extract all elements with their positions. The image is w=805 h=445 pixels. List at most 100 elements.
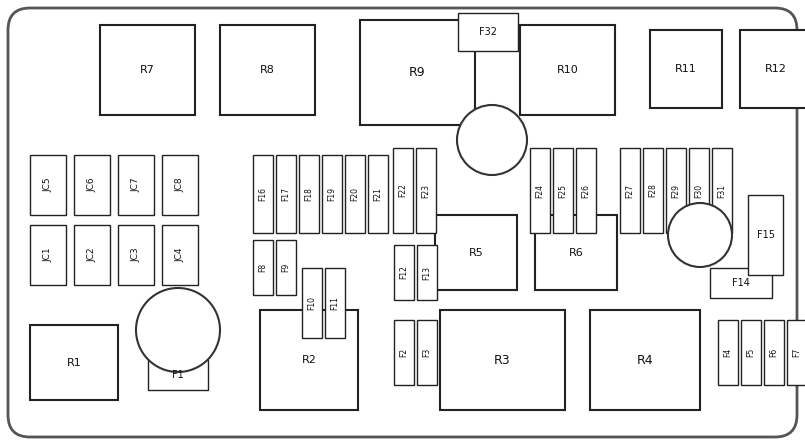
Text: JC7: JC7: [131, 178, 141, 192]
Circle shape: [457, 105, 527, 175]
Bar: [417, 245, 437, 300]
Bar: [576, 148, 596, 233]
Text: F11: F11: [331, 296, 340, 310]
Text: R11: R11: [675, 64, 697, 74]
Text: F28: F28: [649, 183, 658, 198]
Text: F20: F20: [350, 187, 360, 201]
Text: F8: F8: [258, 263, 267, 272]
Bar: [712, 148, 732, 233]
Bar: [535, 215, 617, 290]
Bar: [325, 268, 345, 338]
Text: R9: R9: [409, 66, 426, 79]
Text: F10: F10: [308, 296, 316, 310]
Text: F21: F21: [374, 187, 382, 201]
Bar: [741, 320, 761, 385]
Text: JC6: JC6: [88, 178, 97, 192]
Bar: [276, 155, 296, 233]
Text: JC2: JC2: [88, 248, 97, 262]
Text: JC3: JC3: [131, 248, 141, 262]
Text: F1: F1: [172, 370, 184, 380]
Text: F6: F6: [770, 348, 778, 357]
Bar: [118, 155, 154, 215]
Text: F32: F32: [479, 27, 497, 37]
Text: R10: R10: [556, 65, 578, 75]
Bar: [276, 240, 296, 295]
Text: F13: F13: [423, 266, 431, 279]
Text: F26: F26: [581, 183, 591, 198]
Bar: [74, 225, 110, 285]
Bar: [253, 240, 273, 295]
Text: F7: F7: [792, 348, 802, 357]
FancyBboxPatch shape: [8, 8, 797, 437]
Bar: [148, 360, 208, 390]
Text: JC5: JC5: [43, 178, 52, 192]
Bar: [368, 155, 388, 233]
Bar: [620, 148, 640, 233]
Text: F16: F16: [258, 187, 267, 201]
Bar: [458, 13, 518, 51]
Text: F14: F14: [732, 278, 750, 288]
Text: F5: F5: [746, 348, 756, 357]
Text: R8: R8: [260, 65, 275, 75]
Bar: [416, 148, 436, 233]
Text: JC4: JC4: [175, 248, 184, 262]
Bar: [394, 320, 414, 385]
Text: F22: F22: [398, 183, 407, 198]
Bar: [530, 148, 550, 233]
Text: R5: R5: [469, 247, 483, 258]
Text: F30: F30: [695, 183, 704, 198]
Bar: [748, 195, 783, 275]
Bar: [322, 155, 342, 233]
Bar: [590, 310, 700, 410]
Bar: [360, 20, 475, 125]
Circle shape: [668, 203, 732, 267]
Text: F19: F19: [328, 187, 336, 201]
Bar: [710, 268, 772, 298]
Text: F29: F29: [671, 183, 680, 198]
Bar: [345, 155, 365, 233]
Text: F17: F17: [282, 187, 291, 201]
Bar: [435, 215, 517, 290]
Text: JC8: JC8: [175, 178, 184, 192]
Bar: [394, 245, 414, 300]
Bar: [162, 225, 198, 285]
Bar: [417, 320, 437, 385]
Bar: [100, 25, 195, 115]
Text: F2: F2: [399, 348, 408, 357]
Bar: [220, 25, 315, 115]
Bar: [299, 155, 319, 233]
Text: R1: R1: [67, 357, 81, 368]
Text: R3: R3: [494, 353, 511, 367]
Text: F23: F23: [422, 183, 431, 198]
Bar: [650, 30, 722, 108]
Bar: [30, 325, 118, 400]
Text: F3: F3: [423, 348, 431, 357]
Bar: [643, 148, 663, 233]
Bar: [520, 25, 615, 115]
Bar: [302, 268, 322, 338]
Text: R12: R12: [765, 64, 787, 74]
Bar: [718, 320, 738, 385]
Bar: [162, 155, 198, 215]
Bar: [787, 320, 805, 385]
Text: R4: R4: [637, 353, 654, 367]
Text: F31: F31: [717, 183, 726, 198]
Circle shape: [136, 288, 220, 372]
Bar: [253, 155, 273, 233]
Bar: [74, 155, 110, 215]
Bar: [393, 148, 413, 233]
Bar: [740, 30, 805, 108]
Text: F18: F18: [304, 187, 313, 201]
Text: F25: F25: [559, 183, 568, 198]
Bar: [764, 320, 784, 385]
Bar: [260, 310, 358, 410]
Text: R6: R6: [568, 247, 584, 258]
Bar: [440, 310, 565, 410]
Text: F24: F24: [535, 183, 544, 198]
Text: F27: F27: [625, 183, 634, 198]
Text: R7: R7: [140, 65, 155, 75]
Text: F9: F9: [282, 263, 291, 272]
Bar: [30, 155, 66, 215]
Text: F12: F12: [399, 266, 408, 279]
Bar: [30, 225, 66, 285]
